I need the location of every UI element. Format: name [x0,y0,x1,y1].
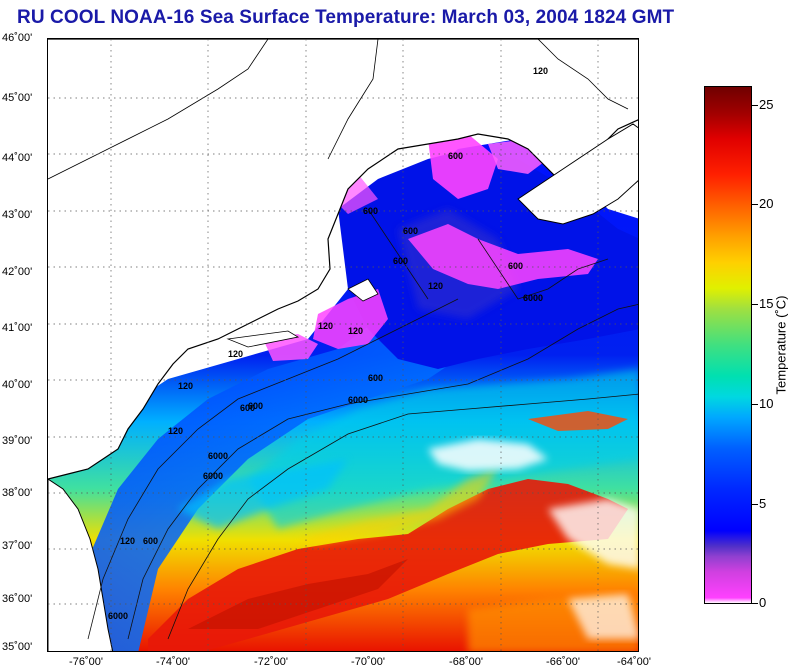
lat-label: 36˚00' [2,593,33,605]
colorbar-tick [752,304,758,305]
lon-label: -68˚00' [449,656,483,668]
lat-label: 37˚00' [2,540,33,552]
lat-label: 39˚00' [2,435,33,447]
contour-label: 600 [248,401,263,411]
contour-label: 120 [428,281,443,291]
contour-label: 6000 [203,471,223,481]
colorbar-tick [752,504,758,505]
contour-label: 6000 [208,451,228,461]
land-mass [48,39,638,479]
lat-label: 42˚00' [2,266,33,278]
contour-label: 600 [448,151,463,161]
contour-label: 120 [348,326,363,336]
lat-lon-grid [48,39,638,651]
contour-label: 120 [228,349,243,359]
contour-label: 6000 [108,611,128,621]
contour-label: 600 [363,206,378,216]
colorbar-label: 10 [759,396,774,411]
lon-label: -70˚00' [351,656,385,668]
lon-label: -74˚00' [156,656,190,668]
cloud-gaps [428,439,548,471]
colorbar-title: Temperature (˚C) [773,295,789,395]
contour-label: 600 [143,536,158,546]
contour-label: 120 [120,536,135,546]
lat-label: 44˚00' [2,152,33,164]
lat-label: 35˚00' [2,641,33,653]
contour-label: 120 [533,66,548,76]
colorbar-tick [752,404,758,405]
colorbar-tick [752,105,758,106]
colorbar-label: 5 [759,496,767,511]
sst-map: 120 600 6000 120 600 600 600 120 600 120… [47,38,639,652]
lon-label: -66˚00' [546,656,580,668]
contour-label: 6000 [348,395,368,405]
lat-label: 43˚00' [2,209,33,221]
colorbar-label: 15 [759,296,774,311]
cold-coastal-water [428,134,498,199]
page-title: RU COOL NOAA-16 Sea Surface Temperature:… [17,7,675,28]
shelf-water [78,274,518,651]
lat-label: 40˚00' [2,379,33,391]
lat-label: 46˚00' [2,32,33,44]
colorbar-label: 25 [759,97,774,112]
contour-label: 600 [240,403,255,413]
contour-label: 120 [318,321,333,331]
lon-label: -76˚00' [69,656,103,668]
contour-label: 120 [178,381,193,391]
temperature-colorbar [704,86,752,604]
contour-label: 6000 [523,293,543,303]
lon-label: -64˚00' [617,656,651,668]
sst-map-graphic: 120 600 6000 120 600 600 600 120 600 120… [48,39,638,651]
contour-label: 600 [368,373,383,383]
colorbar-label: 0 [759,595,767,610]
contour-label: 600 [403,226,418,236]
contour-label: 600 [393,256,408,266]
colorbar-tick [752,603,758,604]
lat-label: 41˚00' [2,322,33,334]
lat-label: 45˚00' [2,92,33,104]
colorbar-tick [752,204,758,205]
nova-scotia [517,123,638,225]
contour-label: 120 [168,426,183,436]
bathymetry-contours [87,208,638,640]
lon-label: -72˚00' [254,656,288,668]
lat-label: 38˚00' [2,487,33,499]
colorbar-label: 20 [759,196,774,211]
contour-label: 600 [508,261,523,271]
